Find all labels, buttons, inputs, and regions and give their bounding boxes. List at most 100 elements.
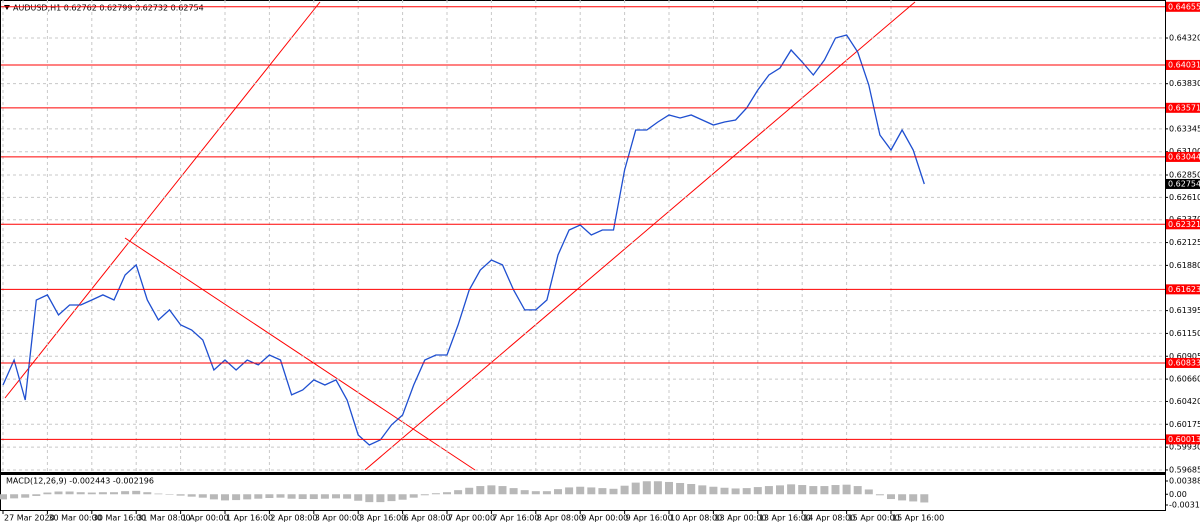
y-tick-label: 0.60175 [1169,420,1200,429]
level-label: 0.63571 [1168,103,1200,112]
macd-bar [542,491,551,495]
level-label: 0.62321 [1168,220,1200,229]
macd-bar [676,482,685,495]
level-label-box [1166,59,1200,70]
y-tick-label: 0.003881 [1169,476,1200,485]
trendline [4,1,321,399]
x-tick-label: 14 Apr 08:00 [803,514,855,523]
y-tick-label: 0.59930 [1169,443,1200,452]
macd-bar [820,486,829,495]
level-label-box [1166,284,1200,295]
y-tick-label: 0.64320 [1169,34,1200,43]
x-tick-label: 9 Apr 16:00 [626,514,673,523]
macd-bar [598,488,607,495]
y-tick-label: 0.61395 [1169,306,1200,315]
macd-bar [276,494,285,498]
y-tick-label: 0.59685 [1169,465,1200,474]
macd-bar [498,486,507,495]
macd-bar [465,487,474,495]
macd-bar [243,494,252,500]
trendline [364,1,916,471]
macd-bar [98,492,107,495]
macd-bar [198,494,207,498]
price-line [2,34,925,446]
macd-bar [443,492,451,495]
level-label: 0.60833 [1168,358,1200,367]
macd-bar [87,492,96,495]
x-tick-label: 31 Mar 08:00 [137,514,190,523]
x-tick-label: 13 Apr 00:00 [714,514,766,523]
macd-bar [753,487,762,495]
macd-bar [420,494,429,496]
x-tick-label: 2 Apr 08:00 [270,514,317,523]
macd-bar [343,494,352,499]
macd-bar [54,491,63,495]
last-price-box [1166,178,1200,189]
macd-bar [176,494,185,496]
macd-bar [476,486,485,495]
macd-bar [10,494,19,499]
macd-bar [43,492,52,495]
x-tick-label: 6 Apr 08:00 [404,514,451,523]
level-label: 0.64031 [1168,60,1200,69]
macd-bar [698,485,707,495]
macd-bar [121,491,130,495]
macd-bar [531,491,540,495]
macd-bar [665,481,673,495]
macd-bar [509,488,518,495]
macd-bar [809,486,818,495]
macd-bar [0,494,7,500]
level-label: 0.63044 [1168,152,1200,161]
level-label: 0.60013 [1168,435,1200,444]
macd-bar [875,494,884,496]
level-label: 0.61623 [1168,285,1200,294]
x-tick-label: 7 Apr 00:00 [448,514,495,523]
y-tick-label: -0.003141 [1169,500,1200,509]
macd-bar [287,494,296,499]
macd-bar [609,488,618,495]
macd-bar [154,493,163,495]
macd-bar [221,494,229,501]
macd-bar [709,486,718,495]
macd-bar [842,484,851,495]
macd-bar [587,487,596,495]
macd-bar [720,487,729,495]
x-tick-label: 27 Mar 2020 [4,514,55,523]
macd-bar [853,486,862,495]
macd-bar [731,488,740,495]
level-label-box [1166,219,1200,230]
chart-title: AUDUSD,H1 0.62762 0.62799 0.62732 0.6275… [13,4,204,13]
macd-bar [576,486,585,495]
trendline [124,237,476,471]
macd-bar [254,494,263,499]
x-tick-label: 30 Mar 16:00 [93,514,146,523]
level-label: 0.64655 [1168,2,1200,11]
macd-bar [376,494,385,503]
x-tick-label: 1 Apr 00:00 [182,514,229,523]
y-tick-label: 0.62850 [1169,171,1200,180]
y-tick-label: 0.61880 [1169,261,1200,270]
macd-bar [298,494,307,500]
y-tick-label: 0.63830 [1169,79,1200,88]
macd-bar [209,494,218,500]
level-label-box [1166,151,1200,162]
x-tick-label: 15 Apr 00:00 [848,514,900,523]
x-tick-label: 30 Mar 00:00 [48,514,101,523]
macd-bar [653,481,662,495]
macd-bar [232,494,241,501]
macd-bar [487,485,496,495]
x-tick-label: 9 Apr 00:00 [581,514,628,523]
menu-arrow [4,5,10,10]
macd-bar [110,492,118,495]
x-tick-label: 8 Apr 08:00 [537,514,584,523]
macd-bar [620,485,629,495]
macd-bar [354,494,363,501]
y-tick-label: 0.60420 [1169,397,1200,406]
y-tick-label: 0.60905 [1169,352,1200,361]
macd-bar [409,494,418,498]
y-tick-label: 0.63100 [1169,147,1200,156]
x-tick-label: 3 Apr 00:00 [315,514,362,523]
x-tick-label: 10 Apr 08:00 [670,514,722,523]
